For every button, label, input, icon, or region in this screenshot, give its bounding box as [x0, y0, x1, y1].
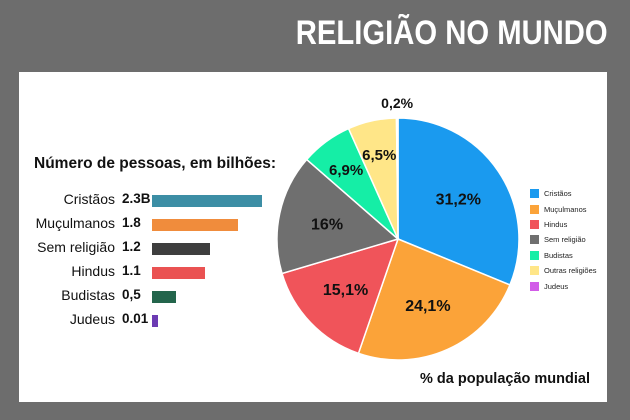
legend-swatch [530, 189, 539, 199]
bar-label: Muçulmanos [35, 215, 115, 231]
legend-item: Muçulmanos [530, 201, 597, 216]
legend-item: Outras religiões [530, 263, 597, 278]
bar [152, 267, 205, 279]
source-note: Fonte: Pew Research Center, 2015. [22, 390, 166, 401]
pie-value-label: 24,1% [405, 298, 450, 315]
page-title: RELIGIÃO NO MUNDO [296, 14, 608, 52]
bar-label: Budistas [61, 287, 115, 303]
bar [152, 195, 263, 207]
legend-swatch [530, 219, 539, 229]
legend-swatch [530, 250, 539, 260]
pie-slice [397, 117, 520, 286]
pie-legend: Cristãos Muçulmanos Hindus Sem religião Budi… [530, 186, 597, 294]
bar-value-label: 1.1 [122, 263, 141, 278]
legend-label: Hindus [544, 219, 568, 229]
bar [152, 243, 210, 255]
legend-swatch [530, 281, 539, 291]
pie-slice [276, 158, 400, 275]
pie-value-label: 6,9% [329, 162, 363, 179]
bar [152, 291, 176, 303]
pie-chart-title: % da população mundial [420, 371, 590, 387]
legend-label: Cristãos [544, 189, 572, 199]
legend-item: Budistas [530, 248, 597, 263]
pie-slice [395, 117, 399, 240]
pie-slice [281, 237, 400, 355]
pie-slice [357, 238, 511, 361]
legend-label: Outras religiões [544, 266, 597, 276]
bar-value-label: 1.2 [122, 239, 141, 254]
bar-value-label: 0.01 [122, 311, 149, 326]
legend-swatch [530, 235, 539, 245]
bar-label: Hindus [71, 263, 115, 279]
pie-value-label: 15,1% [323, 282, 368, 299]
legend-swatch [530, 266, 539, 276]
bar-value-label: 1.8 [122, 215, 141, 230]
pie-value-label: 16% [311, 217, 343, 234]
bar-value-label: 0,5 [122, 287, 141, 302]
legend-label: Muçulmanos [544, 204, 587, 214]
bar [152, 315, 158, 327]
pie-value-label: 31,2% [436, 192, 481, 209]
legend-label: Budistas [544, 250, 573, 260]
pie-value-label: 0,2% [381, 95, 413, 111]
bar-value-label: 2.3B [122, 191, 151, 206]
bar [152, 219, 239, 231]
bar-label: Cristãos [63, 191, 115, 207]
legend-label: Judeus [544, 281, 569, 291]
legend-item: Judeus [530, 278, 597, 293]
bar-label: Judeus [69, 311, 115, 327]
legend-item: Hindus [530, 217, 597, 232]
bar-chart-title: Número de pessoas, em bilhões: [34, 155, 277, 172]
pie-value-label: 6,5% [362, 147, 396, 164]
legend-item: Cristãos [530, 186, 597, 201]
legend-label: Sem religião [544, 235, 586, 245]
legend-item: Sem religião [530, 232, 597, 247]
bar-label: Sem religião [37, 239, 115, 255]
legend-swatch [530, 204, 539, 214]
